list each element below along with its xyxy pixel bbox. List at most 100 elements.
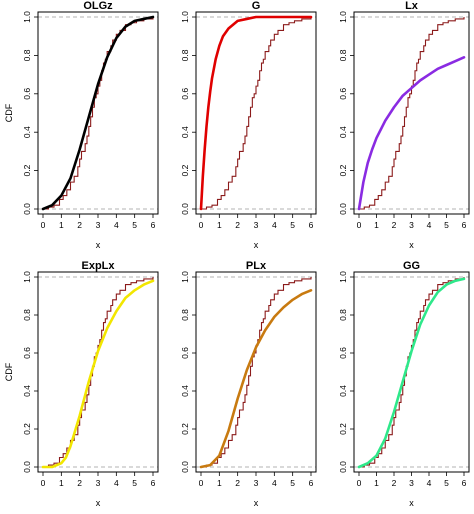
y-tick-label: 0.6 [22, 88, 32, 100]
x-tick-label: 2 [392, 478, 397, 488]
y-tick-label: 0.0 [338, 203, 348, 215]
x-tick-label: 0 [357, 220, 362, 230]
x-tick-label: 3 [409, 220, 414, 230]
x-tick-label: 2 [235, 478, 240, 488]
x-tick-label: 6 [462, 220, 467, 230]
x-tick-label: 0 [199, 478, 204, 488]
x-tick-label: 3 [96, 478, 101, 488]
plot-frame [353, 271, 470, 473]
y-tick-label: 0.8 [338, 309, 348, 321]
x-tick-label: 6 [309, 478, 314, 488]
y-tick-label: 0.8 [22, 309, 32, 321]
fitted-cdf-line [199, 15, 313, 211]
panel-title: ExpLx [81, 260, 115, 272]
x-tick-label: 2 [77, 220, 82, 230]
y-tick-label: 0.0 [338, 461, 348, 473]
x-tick-label: 1 [59, 220, 64, 230]
y-tick-label: 0.4 [22, 126, 32, 138]
x-tick-label: 0 [41, 478, 46, 488]
x-axis-label: x [96, 498, 101, 508]
x-tick-label: 4 [114, 220, 119, 230]
y-tick-label: 1.0 [338, 11, 348, 23]
plot-frame [37, 11, 159, 215]
y-tick-label: 1.0 [22, 271, 32, 283]
x-tick-label: 4 [114, 478, 119, 488]
y-axis-label: CDF [4, 103, 14, 122]
x-tick-label: 4 [272, 478, 277, 488]
y-tick-label: 1.0 [22, 11, 32, 23]
empirical-cdf-line [201, 17, 312, 210]
x-tick-label: 2 [77, 478, 82, 488]
y-tick-label: 0.0 [22, 461, 32, 473]
x-tick-label: 3 [254, 220, 259, 230]
fitted-cdf-line [357, 56, 466, 211]
x-tick-label: 0 [199, 220, 204, 230]
x-tick-label: 5 [132, 220, 137, 230]
panel-5: GG 0 1 2 3 4 5 6 0.0 0.2 0.4 0.6 0.8 1.0 x [338, 260, 470, 508]
y-tick-label: 0.6 [180, 347, 190, 359]
empirical-cdf-line [201, 277, 312, 468]
x-axis-label: x [254, 240, 259, 250]
empirical-cdf-line [359, 277, 465, 468]
y-tick-label: 0.8 [180, 49, 190, 61]
x-tick-label: 2 [392, 220, 397, 230]
x-tick-label: 6 [462, 478, 467, 488]
y-tick-label: 0.8 [338, 49, 348, 61]
x-tick-label: 1 [217, 478, 222, 488]
y-tick-label: 0.2 [180, 423, 190, 435]
fitted-cdf-line [199, 289, 313, 469]
y-tick-label: 1.0 [180, 271, 190, 283]
panel-title: GG [403, 260, 420, 272]
x-tick-label: 1 [374, 478, 379, 488]
y-tick-label: 0.2 [180, 164, 190, 176]
x-tick-label: 2 [235, 220, 240, 230]
x-tick-label: 0 [41, 220, 46, 230]
plot-frame [195, 11, 317, 215]
y-tick-label: 1.0 [180, 11, 190, 23]
y-tick-label: 1.0 [338, 271, 348, 283]
x-tick-label: 4 [272, 220, 277, 230]
panel-1: G 0 1 2 3 4 5 6 0.0 0.2 0.4 0.6 0.8 1.0 x [180, 0, 317, 250]
y-tick-label: 0.4 [180, 385, 190, 397]
x-tick-label: 3 [96, 220, 101, 230]
plot-frame [353, 11, 470, 215]
x-tick-label: 6 [151, 220, 156, 230]
x-tick-label: 0 [357, 478, 362, 488]
x-axis-label: x [409, 498, 414, 508]
y-tick-label: 0.6 [338, 88, 348, 100]
x-tick-label: 4 [427, 478, 432, 488]
fitted-cdf-line [41, 15, 155, 211]
x-tick-label: 6 [151, 478, 156, 488]
x-tick-label: 6 [309, 220, 314, 230]
x-axis-label: x [409, 240, 414, 250]
y-tick-label: 0.0 [180, 203, 190, 215]
y-tick-label: 0.8 [22, 49, 32, 61]
y-tick-label: 0.4 [22, 385, 32, 397]
panel-title: Lx [405, 0, 419, 12]
y-tick-label: 0.6 [22, 347, 32, 359]
empirical-cdf-line [359, 17, 465, 210]
x-axis-label: x [254, 498, 259, 508]
y-tick-label: 0.6 [338, 347, 348, 359]
fitted-cdf-line [41, 279, 155, 469]
panel-2: Lx 0 1 2 3 4 5 6 0.0 0.2 0.4 0.6 0.8 1.0 x [338, 0, 470, 250]
x-tick-label: 3 [254, 478, 259, 488]
y-tick-label: 0.6 [180, 88, 190, 100]
x-tick-label: 5 [290, 220, 295, 230]
y-tick-label: 0.4 [338, 385, 348, 397]
y-tick-label: 0.0 [180, 461, 190, 473]
panel-title: PLx [246, 260, 267, 272]
x-tick-label: 5 [444, 220, 449, 230]
x-tick-label: 4 [427, 220, 432, 230]
y-tick-label: 0.2 [22, 164, 32, 176]
y-tick-label: 0.8 [180, 309, 190, 321]
x-tick-label: 5 [444, 478, 449, 488]
panel-title: OLGz [83, 0, 113, 12]
x-tick-label: 1 [59, 478, 64, 488]
x-axis-label: x [96, 240, 101, 250]
y-tick-label: 0.2 [338, 423, 348, 435]
y-tick-label: 0.0 [22, 203, 32, 215]
y-axis-label: CDF [4, 362, 14, 381]
x-tick-label: 5 [290, 478, 295, 488]
